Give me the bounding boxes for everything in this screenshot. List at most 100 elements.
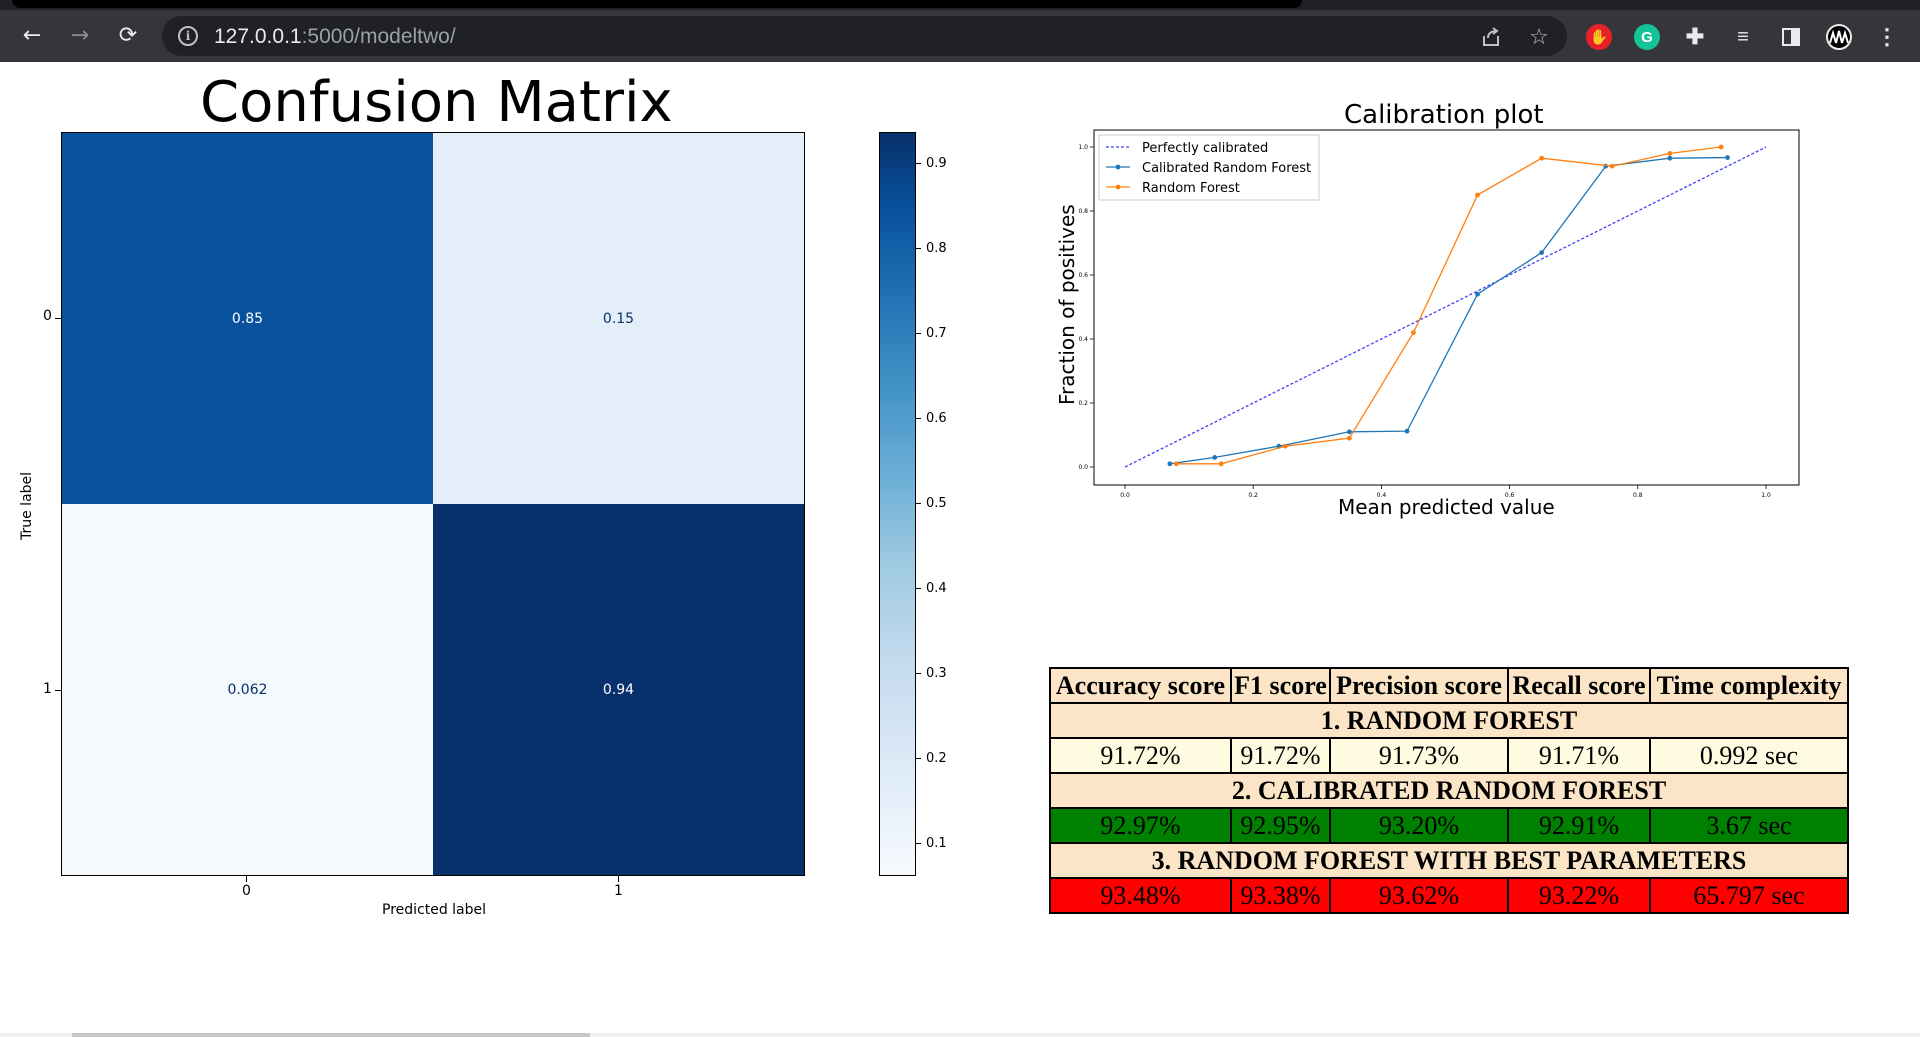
- horizontal-scrollbar[interactable]: [0, 1033, 1920, 1037]
- url-path: :5000/modeltwo/: [301, 25, 456, 48]
- cell-f1: 91.72%: [1230, 737, 1331, 774]
- series-2-point: [1725, 155, 1730, 160]
- series-3-point: [1282, 443, 1288, 449]
- calibration-plot: 0.0 0.2 0.4 0.6 0.8 1.0 0.0 0.2 0.4 0.6 0.8 1.0 Perf…: [1078, 129, 1800, 499]
- cell-f1: 93.38%: [1230, 877, 1331, 914]
- series-2-point: [1212, 455, 1218, 460]
- x-tick-label: 0.0: [1120, 492, 1130, 499]
- browser-toolbar: ← → ⟳ i 127.0.0.1:5000/modeltwo/ ☆ ✋ G ✚…: [0, 10, 1920, 62]
- active-tab[interactable]: [12, 0, 1302, 8]
- series-2-point: [1539, 250, 1545, 255]
- url-host: 127.0.0.1: [214, 25, 302, 48]
- cm-xlabel: Predicted label: [382, 902, 487, 918]
- series-3-point: [1475, 192, 1480, 198]
- colorbar: [879, 132, 916, 876]
- series-2-point: [1667, 155, 1673, 161]
- series-line-1: [1124, 146, 1767, 468]
- cm-cell-0-1: 0.15: [433, 133, 804, 504]
- cm-ylabel: True label: [19, 471, 35, 540]
- cm-cell-0-0: 0.85: [62, 133, 433, 504]
- cm-cell-1-0: 0.062: [62, 504, 433, 875]
- metrics-header-row: Accuracy score F1 score Precision score …: [1049, 667, 1849, 704]
- grammarly-extension-icon[interactable]: G: [1634, 24, 1660, 50]
- y-tick-label: 0.2: [1078, 400, 1088, 407]
- cell-recall: 93.22%: [1507, 877, 1651, 914]
- forward-button[interactable]: →: [64, 20, 96, 52]
- legend-marker: [1115, 184, 1121, 190]
- series-3-point: [1346, 435, 1352, 441]
- cell-precision: 93.62%: [1329, 877, 1509, 914]
- x-tick-label: 1.0: [1761, 492, 1771, 499]
- y-tick-label: 0.4: [1078, 336, 1088, 343]
- section-title: 3. RANDOM FOREST WITH BEST PARAMETERS: [1049, 842, 1849, 879]
- section-title: 2. CALIBRATED RANDOM FOREST: [1049, 772, 1849, 809]
- site-info-icon[interactable]: i: [178, 26, 198, 46]
- profile-avatar-icon[interactable]: [1826, 24, 1852, 50]
- address-bar[interactable]: i 127.0.0.1:5000/modeltwo/ ☆: [162, 16, 1567, 56]
- calibration-ylabel: Fraction of positives: [1055, 204, 1079, 405]
- header-time: Time complexity: [1649, 667, 1849, 704]
- series-3-point: [1667, 151, 1673, 156]
- horizontal-scrollbar-thumb[interactable]: [72, 1033, 590, 1037]
- cell-f1: 92.95%: [1230, 807, 1331, 844]
- cell-time: 65.797 sec: [1649, 877, 1849, 914]
- cm-ytick-mark: [55, 690, 61, 691]
- cell-precision: 91.73%: [1329, 737, 1509, 774]
- cell-precision: 93.20%: [1329, 807, 1509, 844]
- cm-cell-value: 0.15: [602, 310, 635, 327]
- colorbar-tick: 0.7: [916, 326, 947, 341]
- series-line-3: [1176, 146, 1722, 465]
- y-tick-label: 0.6: [1078, 272, 1088, 279]
- colorbar-tick: 0.1: [916, 836, 947, 851]
- cm-cell-1-1: 0.94: [433, 504, 804, 875]
- share-icon[interactable]: [1478, 24, 1504, 50]
- cm-ytick-mark: [55, 318, 61, 319]
- metrics-table: Accuracy score F1 score Precision score …: [1049, 667, 1849, 914]
- cm-xtick-0: 0: [242, 883, 251, 899]
- series-line-2: [1169, 156, 1728, 465]
- cm-xtick-1: 1: [614, 883, 623, 899]
- reload-icon: ⟳: [118, 23, 138, 48]
- table-row: 93.48% 93.38% 93.62% 93.22% 65.797 sec: [1049, 877, 1849, 914]
- y-tick-label: 1.0: [1078, 144, 1088, 151]
- forward-arrow-icon: →: [70, 23, 90, 48]
- adblock-extension-icon[interactable]: ✋: [1586, 24, 1612, 50]
- series-2-point: [1404, 428, 1410, 434]
- legend-box: [1098, 134, 1320, 201]
- colorbar-tick: 0.5: [916, 496, 947, 511]
- confusion-matrix-title: Confusion Matrix: [200, 70, 673, 135]
- x-tick-label: 0.4: [1377, 492, 1387, 499]
- colorbar-tick: 0.2: [916, 751, 947, 766]
- section-row-best-parameters: 3. RANDOM FOREST WITH BEST PARAMETERS: [1049, 842, 1849, 879]
- section-row-calibrated-random-forest: 2. CALIBRATED RANDOM FOREST: [1049, 772, 1849, 809]
- bookmark-star-icon[interactable]: ☆: [1529, 24, 1549, 50]
- colorbar-tick: 0.3: [916, 666, 947, 681]
- cell-accuracy: 91.72%: [1049, 737, 1232, 774]
- table-row: 91.72% 91.72% 91.73% 91.71% 0.992 sec: [1049, 737, 1849, 774]
- series-3-point: [1539, 155, 1545, 161]
- side-panel-icon[interactable]: [1778, 24, 1804, 50]
- series-2-point: [1475, 291, 1480, 297]
- url-text[interactable]: 127.0.0.1:5000/modeltwo/: [214, 25, 456, 49]
- legend-label: Perfectly calibrated: [1142, 141, 1268, 156]
- calibration-xlabel: Mean predicted value: [1338, 495, 1555, 519]
- confusion-matrix-plot: 0.85 0.15 0.062 0.94: [61, 132, 805, 876]
- header-accuracy: Accuracy score: [1049, 667, 1232, 704]
- back-button[interactable]: ←: [16, 20, 48, 52]
- header-precision: Precision score: [1329, 667, 1509, 704]
- colorbar-tick: 0.4: [916, 581, 947, 596]
- cell-accuracy: 93.48%: [1049, 877, 1232, 914]
- reload-button[interactable]: ⟳: [112, 20, 144, 52]
- menu-kebab-icon[interactable]: ⋮: [1876, 24, 1898, 49]
- media-queue-icon[interactable]: ≡: [1737, 25, 1749, 48]
- cm-cell-value: 0.062: [227, 681, 268, 698]
- series-3-point: [1718, 144, 1724, 150]
- extensions-puzzle-icon[interactable]: ✚: [1685, 24, 1705, 49]
- y-tick-label: 0.0: [1078, 464, 1088, 471]
- cell-recall: 91.71%: [1507, 737, 1651, 774]
- series-3-point: [1218, 461, 1224, 467]
- y-tick-label: 0.8: [1078, 208, 1088, 215]
- cell-accuracy: 92.97%: [1049, 807, 1232, 844]
- legend-marker: [1115, 164, 1121, 170]
- tab-strip: [0, 0, 1920, 10]
